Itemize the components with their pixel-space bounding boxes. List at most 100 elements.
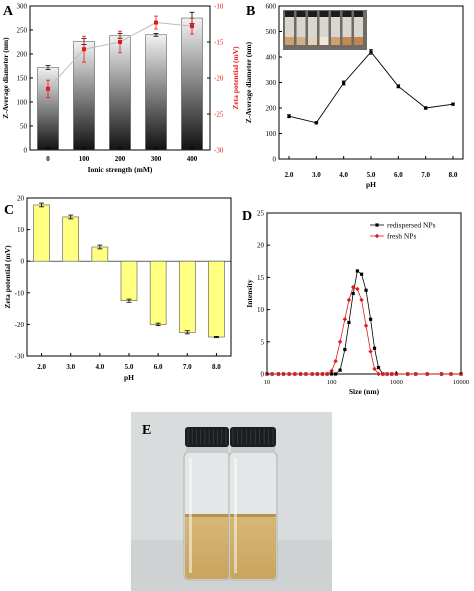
inset-vial-glass [296,17,306,44]
fresh-point [320,371,325,377]
panel-e [131,412,332,591]
redispersed-point [351,291,355,296]
panel-a-y-tick-label: 100 [17,99,28,107]
panel-b-y-tick-label: 0 [273,156,277,164]
legend-fresh-label: fresh NPs [387,232,416,241]
panel-a-y2-tick-label: -10 [214,3,224,11]
inset-vial-liquid [285,37,294,45]
panel-c-x-tick-label: 8.0 [212,363,221,371]
panel-c-ylabel: Zeta potential (mV) [3,245,12,309]
zeta-point [46,86,50,91]
inset-vial-cap [319,11,329,17]
inset-vial-glass [285,17,294,44]
redispersed-point [368,317,373,321]
panel-a-y2-tick-label: -25 [214,111,224,119]
zeta-bar [149,260,167,325]
inset-vial-cap [354,11,363,17]
fresh-point [329,368,334,373]
panel-d-y-tick-label: 20 [257,242,265,250]
fresh-point [303,371,309,377]
panel-b-x-tick-label: 7.0 [421,171,430,179]
panel-a-xlabel: Ionic strength (mM) [88,165,153,174]
zeta-bar [120,260,138,302]
legend-fresh-marker [374,233,380,239]
panel-a-y2-tick-label: -20 [214,75,224,83]
panel-b-x-tick-label: 4.0 [339,171,348,179]
panel-a-y-tick-label: 200 [17,51,28,59]
panel-c-x-tick-label: 6.0 [154,363,163,371]
zeta-bar [62,216,80,262]
vial-cap [230,427,276,447]
diameter-bar [181,17,203,151]
panel-a-y-tick-label: 250 [17,27,28,35]
panel-a-y2-tick-label: -30 [214,147,224,155]
legend-redispersed-marker [375,223,379,227]
panel-d-y-tick-label: 0 [261,371,265,379]
panel-b-y-tick-label: 100 [266,130,277,138]
panel-c-y-tick-label: 10 [17,226,25,234]
fresh-point [286,371,292,377]
fresh-point [376,371,381,377]
zeta-bar [208,260,225,338]
fresh-point [315,371,320,377]
redispersed-point [372,346,377,350]
vial-liquid [185,515,229,579]
redispersed-line [267,270,461,375]
diameter-point [424,106,428,110]
panel-d-xlabel: Size (nm) [349,387,380,396]
panel-a-y2-tick-label: -15 [214,39,224,47]
inset-vial-glass [354,17,363,44]
diameter-point [287,114,291,118]
zeta-bar [178,260,196,333]
panel-d-y-tick-label: 10 [257,306,265,314]
fresh-point [384,371,390,377]
panel-d-ylabel: Intensity [245,279,254,308]
panel-b: 0 100 200 300 400 500 600 2.0 3.0 4.0 5.0 6.0 7.0 8.0… [244,3,464,189]
panel-a-x-tick-label: 400 [187,155,198,163]
panel-a: 0 50 100 150 200 250 300 -10 -15 -20 -25 -30 0 100 200… [1,3,240,175]
inset-vial-cap [285,11,294,17]
panel-b-y-tick-label: 500 [266,28,277,36]
fresh-point [448,371,454,377]
fresh-point [424,371,430,377]
fresh-point [389,371,394,377]
fresh-point [355,286,360,292]
panel-c-x-tick-label: 7.0 [183,363,192,371]
panel-c-y-tick-label: 0 [21,258,25,266]
fresh-point [276,371,281,377]
fresh-point [324,371,330,377]
panel-b-x-tick-label: 2.0 [285,171,294,179]
panel-b-y-tick-label: 300 [266,79,277,87]
inset-vial-liquid [319,37,329,45]
fresh-point [310,371,315,377]
zeta-point [154,20,158,25]
redispersed-point [376,365,381,370]
panel-c-x-tick-label: 3.0 [66,363,75,371]
diameter-point [314,121,318,125]
panel-a-x-tick-label: 200 [115,155,126,163]
panel-a-x-tick-label: 100 [79,155,90,163]
fresh-point [281,371,286,377]
panel-b-y-tick-label: 400 [266,54,277,62]
legend-redispersed-label: redispersed NPs [387,221,436,230]
diameter-point [369,50,373,54]
panel-a-y-tick-label: 0 [24,147,28,155]
vial-neck [186,445,228,453]
redispersed-point [333,372,338,376]
panel-c-y-tick-label: 20 [17,195,25,203]
panel-c: 20 10 0 -10 -20 -30 2.0 3.0 4.0 5.0 6.0 7.0 8.0 pH Zet… [3,195,232,382]
fresh-point [359,297,364,303]
fresh-point [380,371,386,377]
panel-d-y-tick-label: 25 [257,210,265,218]
panel-d-x-tick-label: 1000 [390,379,403,386]
inset-vial-liquid [342,37,352,45]
zeta-bar [33,204,50,262]
fresh-point [350,284,356,290]
inset-vial-glass [308,17,317,44]
redispersed-point [359,272,364,276]
vial-meniscus [185,514,229,517]
fresh-point [269,371,275,377]
panel-d-x-tick-label: 100 [327,379,337,386]
fresh-point [363,323,369,328]
